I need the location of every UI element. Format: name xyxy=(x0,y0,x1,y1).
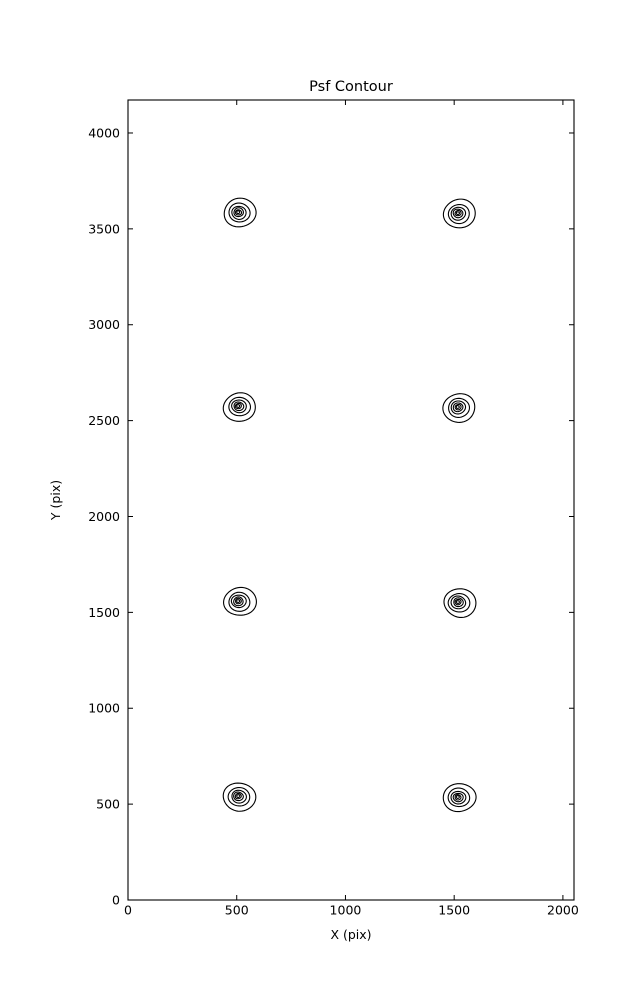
y-tick-label: 1000 xyxy=(88,701,120,716)
contour-ring xyxy=(235,597,242,605)
contour-ring xyxy=(228,396,252,417)
contour-ring xyxy=(454,794,462,801)
contour-ring xyxy=(454,403,462,411)
contour-ring xyxy=(454,598,462,606)
contour-ring xyxy=(442,198,476,229)
psf-contour-blob xyxy=(222,782,257,812)
contour-ring xyxy=(450,400,467,415)
y-axis-label: Y (pix) xyxy=(48,480,63,521)
y-tick-label: 3500 xyxy=(88,221,120,236)
contour-ring xyxy=(450,206,467,221)
x-tick-label: 1000 xyxy=(330,903,362,918)
contour-ring xyxy=(223,197,257,228)
y-tick-label: 3000 xyxy=(88,317,120,332)
plot-title: Psf Contour xyxy=(309,79,393,95)
psf-contour-blob xyxy=(223,586,257,616)
psf-contour-blob xyxy=(442,783,477,813)
x-tick-label: 1500 xyxy=(438,903,470,918)
y-tick-label: 4000 xyxy=(88,125,120,140)
contour-ring xyxy=(227,786,251,807)
y-tick-label: 500 xyxy=(96,797,120,812)
contour-ring xyxy=(236,404,241,408)
contour-ring xyxy=(454,209,462,217)
contour-ring xyxy=(233,207,244,218)
contour-ring xyxy=(450,595,467,610)
y-tick-label: 0 xyxy=(112,893,120,908)
psf-contour-blob xyxy=(443,588,477,619)
x-tick-label: 0 xyxy=(124,903,132,918)
psf-contour-blob xyxy=(442,198,476,229)
contour-ring xyxy=(452,208,464,219)
contour-ring xyxy=(228,202,251,223)
x-tick-label: 2000 xyxy=(547,903,579,918)
contour-ring xyxy=(236,599,241,603)
contour-ring xyxy=(233,401,245,412)
contour-ring xyxy=(452,402,464,413)
contour-ring xyxy=(222,782,257,812)
contour-ring xyxy=(231,789,247,804)
x-axis-label: X (pix) xyxy=(330,927,371,942)
contour-ring xyxy=(231,205,247,220)
contour-ring xyxy=(236,210,241,215)
contour-ring xyxy=(233,791,244,802)
y-tick-label: 1500 xyxy=(88,605,120,620)
psf-contour-blob xyxy=(222,392,256,422)
psf-contour-blob xyxy=(442,393,476,423)
contour-ring xyxy=(234,209,243,216)
psf-contour-blob xyxy=(223,197,257,228)
contour-ring xyxy=(222,392,256,422)
contour-ring xyxy=(453,597,464,608)
contour-ring xyxy=(228,591,251,612)
contour-ring xyxy=(447,204,470,225)
ticks-layer: 0 500 1000 1500 2000 0 500 1000 1500 2000 2500 3000… xyxy=(88,100,579,918)
contour-ring xyxy=(230,594,247,609)
contour-ring xyxy=(450,790,467,805)
y-tick-label: 2000 xyxy=(88,509,120,524)
contour-ring xyxy=(443,588,477,619)
contour-ring xyxy=(452,792,464,803)
contour-ring xyxy=(455,211,461,216)
y-tick-label: 2500 xyxy=(88,413,120,428)
contour-ring xyxy=(447,593,471,613)
contour-ring xyxy=(442,783,477,813)
contour-ring xyxy=(231,399,247,414)
contour-ring xyxy=(234,792,242,800)
contour-ring xyxy=(455,795,460,799)
contour-ring xyxy=(448,397,471,418)
contour-ring xyxy=(455,600,460,604)
contour-ring xyxy=(223,586,257,616)
contour-ring xyxy=(233,596,244,607)
contour-ring xyxy=(442,393,476,423)
x-tick-label: 500 xyxy=(225,903,249,918)
contour-ring xyxy=(455,405,460,409)
contour-blobs-layer xyxy=(222,197,477,813)
contour-ring xyxy=(234,402,242,410)
contour-ring xyxy=(236,794,241,799)
contour-ring xyxy=(447,787,471,808)
plot-frame xyxy=(127,99,575,901)
